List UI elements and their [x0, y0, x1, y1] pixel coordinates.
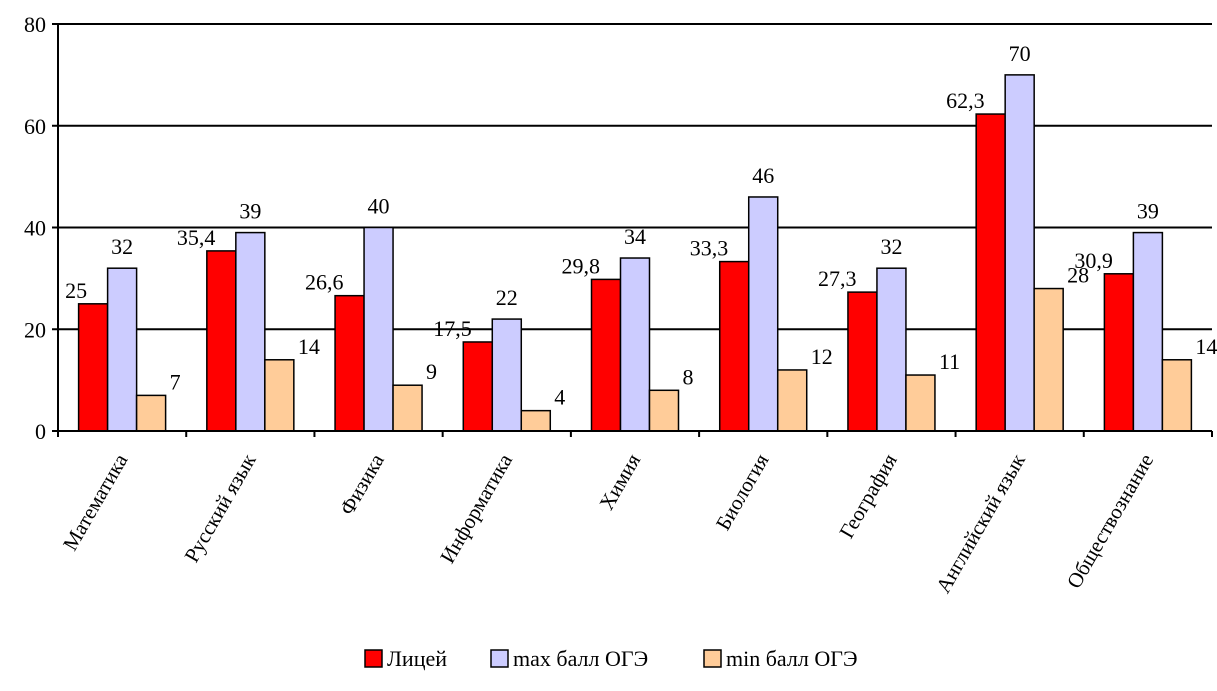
data-label: 32	[111, 234, 133, 259]
axes: 0 20 40 60 80	[24, 12, 1213, 444]
bar	[1033, 287, 1064, 432]
y-tick-label: 60	[24, 114, 46, 139]
data-label: 11	[939, 349, 960, 374]
bar	[462, 341, 494, 432]
category-labels: Математика Русский язык Физика Информатика Х…	[58, 449, 1158, 597]
category-label: Английский язык	[931, 449, 1030, 597]
legend-label: max балл ОГЭ	[513, 646, 648, 671]
data-label: 40	[368, 194, 390, 219]
bar	[747, 196, 779, 432]
data-label: 22	[496, 285, 518, 310]
bars	[77, 74, 1193, 432]
y-tick-label: 80	[24, 12, 46, 37]
data-label: 39	[239, 199, 261, 224]
bar	[1161, 359, 1193, 432]
data-labels: 25 32 7 35,4 39 14 26,6 40 9 17,5 22 4 29,8 34 8 33,3 46…	[65, 41, 1217, 410]
data-label: 46	[752, 163, 774, 188]
bar	[1004, 74, 1035, 432]
bar	[975, 113, 1006, 432]
bar	[776, 369, 808, 432]
data-label: 35,4	[177, 225, 216, 250]
bar	[847, 291, 878, 432]
data-label: 32	[880, 234, 902, 259]
category-label: Физика	[335, 449, 389, 519]
bar	[334, 294, 365, 432]
category-label: Биология	[711, 449, 774, 534]
bar	[520, 409, 552, 432]
bar	[1132, 231, 1164, 432]
legend: Лицей max балл ОГЭ min балл ОГЭ	[364, 646, 857, 671]
bar	[1103, 273, 1135, 432]
data-label: 26,6	[305, 270, 344, 295]
bar	[235, 231, 266, 432]
bar	[718, 260, 750, 432]
bar	[590, 278, 622, 432]
bar	[206, 250, 237, 432]
y-tick-label: 20	[24, 317, 46, 342]
data-label: 14	[1195, 334, 1217, 359]
data-label: 62,3	[946, 88, 985, 113]
bar	[905, 374, 936, 432]
data-label: 25	[65, 278, 87, 303]
bar	[135, 394, 167, 432]
bar	[106, 267, 138, 432]
y-tick-label: 0	[35, 419, 46, 444]
data-label: 7	[170, 369, 181, 394]
data-label: 8	[683, 364, 694, 389]
data-label: 33,3	[690, 236, 729, 261]
bar	[491, 318, 523, 432]
data-label: 27,3	[818, 266, 857, 291]
data-label: 4	[554, 385, 565, 410]
category-label: Информатика	[435, 449, 517, 567]
bar	[392, 384, 423, 432]
data-label: 29,8	[562, 253, 601, 278]
data-label: 9	[426, 359, 437, 384]
data-label: 34	[624, 224, 646, 249]
y-tick-label: 40	[24, 216, 46, 241]
legend-label: Лицей	[387, 646, 447, 671]
legend-swatch	[364, 649, 383, 668]
legend-swatch	[490, 649, 509, 668]
bar	[77, 303, 109, 432]
category-label: Химия	[594, 449, 645, 514]
data-label: 14	[298, 334, 320, 359]
bar	[264, 359, 295, 432]
legend-swatch	[703, 649, 722, 668]
data-label: 39	[1137, 199, 1159, 224]
data-label: 12	[811, 344, 833, 369]
data-label: 30,9	[1074, 248, 1113, 273]
legend-label: min балл ОГЭ	[726, 646, 857, 671]
category-label: География	[834, 449, 902, 542]
bar	[876, 267, 907, 432]
category-label: Математика	[58, 449, 133, 555]
data-label: 28	[1067, 263, 1089, 288]
category-label: Обществознание	[1062, 450, 1158, 593]
bar	[363, 226, 394, 432]
data-label: 70	[1009, 41, 1031, 66]
data-label: 17,5	[433, 316, 472, 341]
bar	[648, 389, 680, 432]
category-label: Русский язык	[179, 449, 261, 566]
bar	[619, 257, 651, 432]
